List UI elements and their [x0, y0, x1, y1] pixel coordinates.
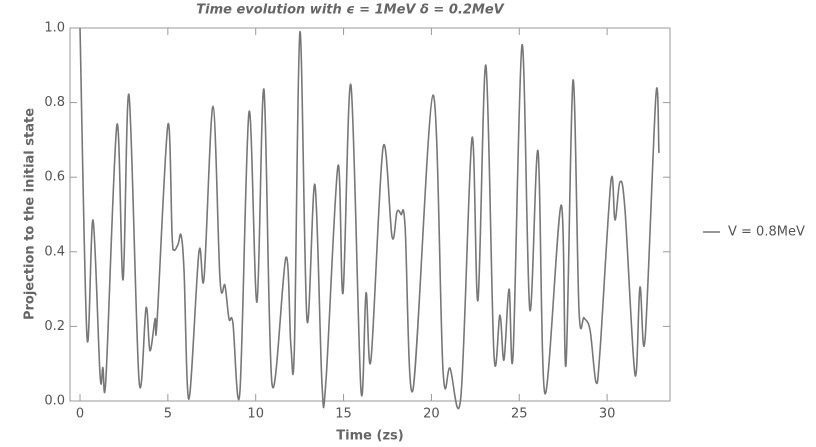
data-line [79, 27, 660, 410]
y-tick-label: 0.0 [44, 394, 65, 409]
legend-label: V = 0.8MeV [728, 225, 805, 240]
y-tick-label: 0.6 [44, 170, 65, 185]
x-tick-label: 15 [335, 407, 352, 422]
y-tick-label: 0.2 [44, 319, 65, 334]
x-tick-label: 5 [164, 407, 172, 422]
y-axis-label: Projection to the initial state [23, 108, 38, 320]
x-tick-label: 30 [599, 407, 616, 422]
x-tick-label: 20 [423, 407, 440, 422]
plot-frame [69, 27, 671, 402]
y-tick-label: 0.8 [44, 95, 65, 110]
x-axis-label: Time (zs) [336, 429, 403, 444]
x-tick-label: 0 [76, 407, 84, 422]
chart-title: Time evolution with ϵ = 1MeV δ = 0.2MeV [196, 3, 504, 18]
y-tick-label: 1.0 [44, 21, 65, 36]
x-tick-label: 25 [511, 407, 528, 422]
y-tick-label: 0.4 [44, 244, 65, 259]
x-tick-label: 10 [247, 407, 264, 422]
